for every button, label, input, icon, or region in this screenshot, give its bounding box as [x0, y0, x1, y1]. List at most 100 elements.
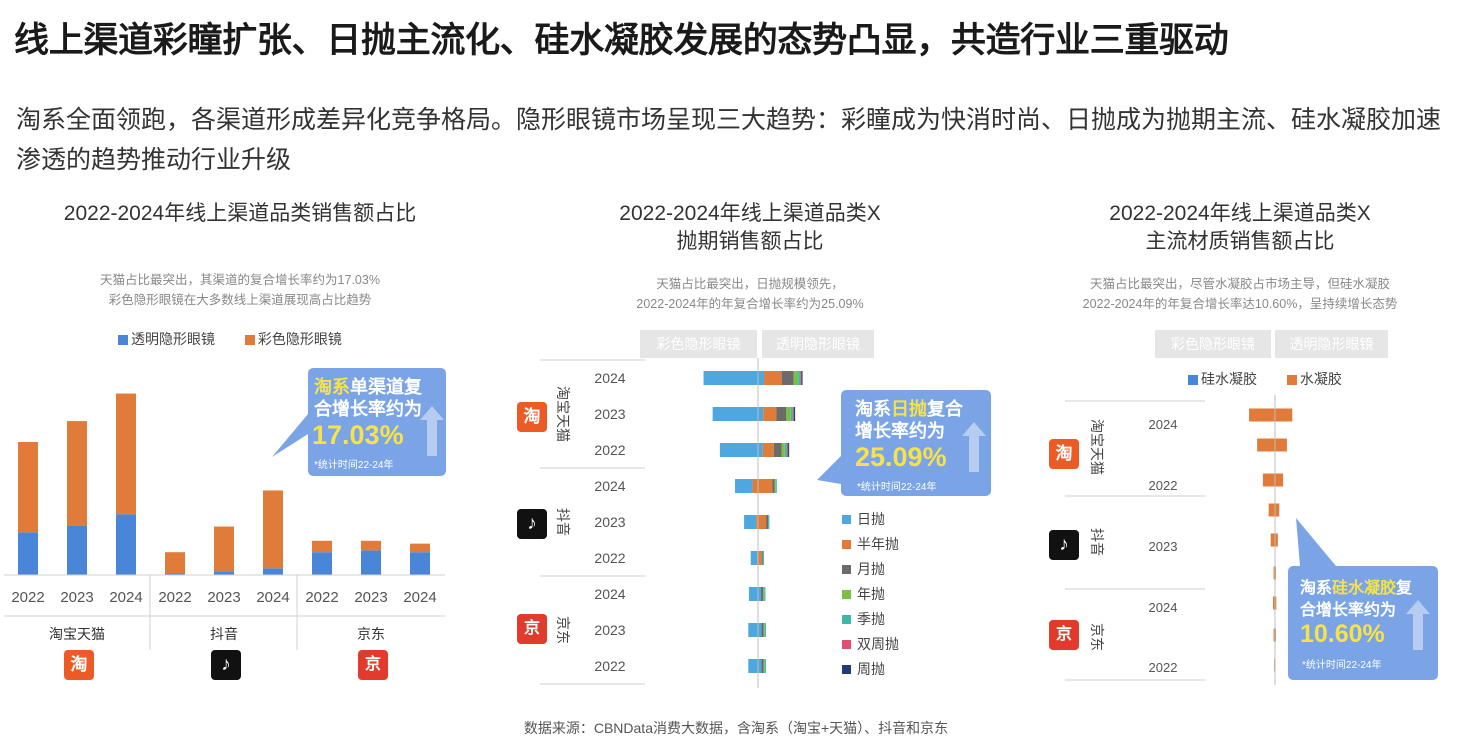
legend-label: 半年抛 [857, 536, 899, 552]
jd-logo-icon: 京 [358, 650, 388, 680]
bar-color-4 [214, 526, 234, 572]
bar-年抛-3 [774, 479, 776, 493]
bar-color-7 [361, 540, 381, 551]
right-title-line-2: 主流材质销售额占比 [1145, 230, 1335, 253]
legend-swatch [842, 540, 851, 549]
bar-日抛-0 [703, 371, 765, 385]
y-tick-label: 2023 [594, 514, 625, 530]
x-tick-label: 2022 [305, 589, 338, 606]
right-note-line-1: 天猫占比最突出，尽管水凝胶占市场主导，但硅水凝胶 [1089, 277, 1390, 291]
arrow-up-icon [1406, 600, 1430, 650]
y-tick-label: 2022 [594, 550, 625, 566]
bar-hydrogel-4 [1270, 533, 1278, 547]
left-note-line-1: 天猫占比最突出，其渠道的复合增长率约为17.03% [100, 273, 380, 287]
bar-季抛-6 [764, 587, 766, 601]
data-source: 数据来源：CBNData消费大数据，含淘系（淘宝+天猫）、抖音和京东 [523, 720, 949, 736]
left-chart-note: 天猫占比最突出，其渠道的复合增长率约为17.03% 彩色隐形眼镜在大多数线上渠道… [10, 270, 470, 310]
legend-item-color: 彩色隐形眼镜 [244, 331, 342, 347]
bar-年抛-0 [793, 371, 799, 385]
bar-color-8 [410, 543, 430, 553]
douyin-logo-icon: ♪ [517, 509, 547, 539]
legend-label: 水凝胶 [1299, 371, 1342, 387]
x-tick-label: 2024 [403, 589, 436, 606]
bar-hydrogel-0 [1249, 408, 1293, 422]
bar-日抛-1 [712, 407, 764, 421]
mid-chart-title: 2022-2024年线上渠道品类X 抛期销售额占比 [500, 200, 1000, 256]
bar-年抛-6 [763, 587, 765, 601]
y-tick-label: 2024 [1149, 600, 1178, 615]
callout-line-2: 增长率约为 [855, 421, 945, 441]
right-chart-note: 天猫占比最突出，尽管水凝胶占市场主导，但硅水凝胶 2022-2024年的年复合增… [1000, 274, 1472, 314]
y-tick-label: 2024 [594, 478, 625, 494]
group-label: 抖音 [1089, 528, 1105, 556]
right-chart-title: 2022-2024年线上渠道品类X 主流材质销售额占比 [1000, 200, 1472, 256]
legend-item-transparent: 透明隐形眼镜 [118, 331, 215, 347]
legend-swatch [118, 335, 128, 346]
legend-label: 月抛 [857, 561, 885, 577]
bar-hydrogel-2 [1262, 473, 1284, 487]
douyin-logo-icon: ♪ [1049, 530, 1079, 560]
callout-bubble [817, 390, 991, 496]
mid-title-line-1: 2022-2024年线上渠道品类X [619, 202, 881, 225]
legend-swatch [842, 640, 851, 649]
legend-item-silicone: 硅水凝胶 [1188, 371, 1257, 387]
bar-color-1 [67, 421, 87, 526]
arrow-up-icon [962, 422, 986, 472]
legend-swatch [1188, 375, 1198, 386]
y-tick-label: 2022 [594, 658, 625, 674]
bar-日抛-8 [748, 659, 762, 673]
left-stacked-bar-chart: 2022 2023 2024 2022 2023 2024 2022 2023 2024 淘宝天猫… [4, 393, 445, 650]
group-label: 京东 [1089, 623, 1105, 651]
y-tick-label: 2022 [1149, 478, 1178, 493]
bar-双周抛-1 [792, 407, 795, 421]
right-title-line-1: 2022-2024年线上渠道品类X [1109, 202, 1371, 225]
bar-周抛-0 [801, 371, 803, 385]
group-label: 京东 [555, 616, 571, 644]
callout-value: 10.60% [1300, 620, 1385, 648]
mid-chart-note: 天猫占比最突出，日抛规模领先， 2022-2024年的年复合增长率约为25.09… [500, 274, 1000, 314]
bar-月抛-8 [761, 659, 764, 673]
bar-周抛-1 [794, 407, 796, 421]
bar-hydrogel-3 [1268, 503, 1280, 517]
bar-月抛-0 [781, 371, 794, 385]
bar-月抛-7 [761, 623, 764, 637]
callout-line-1: 淘系单渠道复 [314, 377, 422, 397]
x-tick-label: 2022 [158, 589, 191, 606]
callout-footnote: *统计时间22-24年 [857, 482, 937, 493]
taobao-logo-icon: 淘 [517, 402, 547, 432]
bar-半年抛-3 [752, 479, 773, 493]
legend-label: 透明隐形眼镜 [131, 331, 215, 347]
legend-label: 彩色隐形眼镜 [257, 331, 342, 347]
y-tick-label: 2022 [1149, 660, 1178, 675]
callout-line-1: 淘系硅水凝胶复 [1300, 580, 1413, 597]
bar-半年抛-1 [763, 407, 777, 421]
legend-swatch [842, 665, 851, 674]
bar-年抛-1 [786, 407, 791, 421]
bar-日抛-6 [748, 587, 762, 601]
legend-label: 硅水凝胶 [1201, 371, 1257, 387]
legend-label: 日抛 [857, 511, 885, 527]
bar-transparent-2 [116, 514, 136, 575]
page-subtitle: 淘系全面领跑，各渠道形成差异化竞争格局。隐形眼镜市场呈现三大趋势：彩瞳成为快消时… [16, 106, 1442, 174]
mid-callout: 淘系日抛复合 增长率约为 25.09% *统计时间22-24年 [817, 384, 995, 502]
right-tag-transparent: 透明隐形眼镜 [1275, 330, 1388, 358]
bar-月抛-2 [773, 443, 782, 457]
bar-年抛-8 [763, 659, 765, 673]
y-tick-label: 2023 [594, 622, 625, 638]
bar-月抛-6 [761, 587, 764, 601]
bar-color-5 [263, 490, 283, 569]
mid-note-line-1: 天猫占比最突出，日抛规模领先， [656, 277, 844, 291]
left-chart-title: 2022-2024年线上渠道品类销售额占比 [63, 202, 417, 225]
bar-日抛-5 [750, 551, 758, 565]
douyin-logo-icon: ♪ [211, 650, 241, 680]
arrow-up-icon [420, 406, 444, 456]
bar-日抛-4 [744, 515, 757, 529]
bar-transparent-1 [67, 525, 87, 575]
y-tick-label: 2022 [594, 442, 625, 458]
page-title: 线上渠道彩瞳扩张、日抛主流化、硅水凝胶发展的态势凸显，共造行业三重驱动 [14, 21, 1229, 60]
group-label: 淘宝天猫 [49, 626, 105, 642]
legend-label: 季抛 [857, 611, 885, 627]
bar-transparent-5 [263, 568, 283, 575]
mid-tag-transparent: 透明隐形眼镜 [762, 330, 874, 358]
legend-label: 周抛 [857, 661, 885, 677]
